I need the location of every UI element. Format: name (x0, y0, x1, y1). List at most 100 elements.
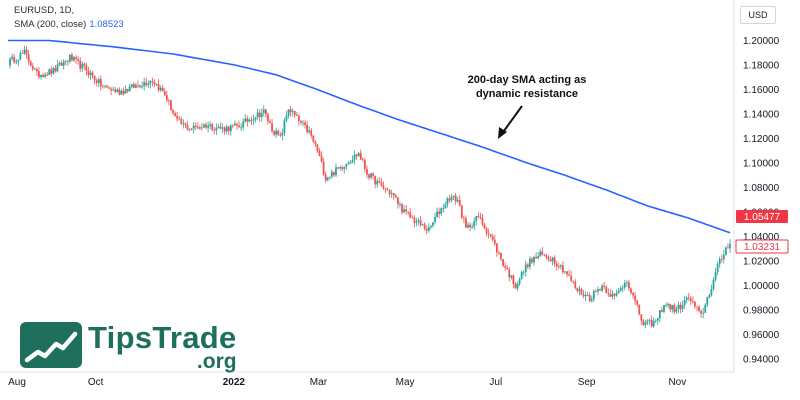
candle-body (207, 125, 209, 128)
legend-sma: SMA (200, close) 1.08523 (14, 19, 124, 30)
candle-body (456, 199, 459, 202)
candle-body (91, 72, 94, 76)
candle-body (231, 125, 234, 127)
candle-body (275, 130, 278, 135)
x-tick-label: Oct (88, 377, 104, 388)
candle-body (421, 224, 424, 226)
candle-body (642, 320, 645, 326)
time-axis[interactable]: Aug Oct 2022 Mar May Jul Sep Nov (8, 377, 686, 388)
candle-body (636, 300, 639, 305)
candle-body (423, 224, 426, 229)
candle-body (621, 287, 624, 289)
candle-body (403, 209, 405, 213)
candle-body (691, 301, 694, 303)
candle-body (359, 153, 362, 160)
candle-body (223, 127, 226, 132)
x-tick-label: Sep (578, 377, 596, 388)
candle-body (170, 100, 172, 111)
candle-body (31, 66, 34, 70)
candle-body (386, 189, 389, 191)
currency-selector[interactable]: USD (740, 6, 776, 24)
candle-body (407, 211, 410, 213)
candle-body (634, 295, 637, 301)
candle-body (254, 117, 257, 120)
candle-body (531, 258, 533, 263)
candle-body (572, 280, 575, 282)
candle-body (97, 79, 100, 83)
candle-body (310, 130, 313, 136)
candle-body (246, 118, 249, 122)
y-tick-label: 1.18000 (743, 61, 780, 72)
candle-body (339, 167, 342, 169)
candle-body (297, 116, 300, 121)
candle-body (444, 204, 447, 209)
candle-body (79, 60, 82, 69)
candle-body (163, 91, 166, 96)
candle-body (221, 127, 224, 129)
logo-wordmark: TipsTrade (88, 320, 237, 355)
candle-body (704, 304, 707, 313)
candle-body (211, 124, 214, 130)
candle-body (597, 289, 599, 292)
candle-body (432, 222, 434, 226)
annotation: 200-day SMA acting as dynamic resistance (468, 74, 586, 139)
candle-body (640, 314, 643, 321)
candle-body (349, 162, 352, 164)
candle-body (38, 71, 40, 77)
candle-body (363, 160, 366, 170)
candle-body (652, 321, 655, 327)
candle-body (203, 124, 205, 128)
candle-body (196, 127, 199, 129)
candle-body (452, 195, 455, 198)
candle-body (54, 68, 57, 72)
candle-body (681, 305, 684, 310)
candle-body (122, 90, 125, 94)
candle-body (592, 291, 595, 300)
candle-body (413, 217, 416, 223)
y-tick-label: 1.14000 (743, 110, 780, 121)
candle-body (566, 271, 568, 275)
candle-body (277, 130, 280, 135)
candle-body (139, 85, 141, 88)
candle-body (508, 269, 511, 278)
candle-body (23, 49, 26, 54)
candle-body (77, 58, 80, 61)
legend-symbol: EURUSD, 1D, (14, 5, 75, 16)
candle-body (409, 212, 412, 218)
candle-body (151, 80, 154, 82)
candle-body (729, 243, 731, 249)
candle-body (93, 75, 96, 81)
candle-body (368, 174, 370, 178)
candle-body (328, 176, 331, 178)
candle-body (242, 121, 245, 128)
candle-body (382, 185, 385, 189)
candle-body (89, 72, 92, 75)
price-axis[interactable]: 1.20000 1.18000 1.16000 1.14000 1.12000 1.100… (743, 36, 780, 366)
candle-body (547, 257, 550, 260)
candle-body (545, 255, 548, 258)
candle-body (500, 252, 502, 260)
candle-body (355, 154, 358, 157)
candle-body (687, 297, 690, 299)
candle-body (132, 84, 135, 88)
candle-body (281, 132, 284, 136)
candle-body (448, 198, 451, 201)
candle-body (273, 131, 276, 135)
candle-body (376, 181, 379, 185)
candle-body (168, 100, 170, 102)
candle-body (541, 251, 544, 255)
candle-body (180, 119, 183, 124)
candle-body (322, 161, 325, 175)
candle-body (118, 89, 121, 95)
candle-body (285, 115, 288, 121)
candle-body (312, 135, 315, 142)
candle-body (694, 301, 696, 307)
y-tick-label: 1.00000 (743, 281, 780, 292)
candle-body (66, 60, 69, 62)
candle-body (124, 89, 127, 94)
candle-body (256, 112, 259, 118)
candle-body (458, 199, 461, 206)
candle-body (128, 86, 131, 92)
candle-body (137, 84, 139, 86)
